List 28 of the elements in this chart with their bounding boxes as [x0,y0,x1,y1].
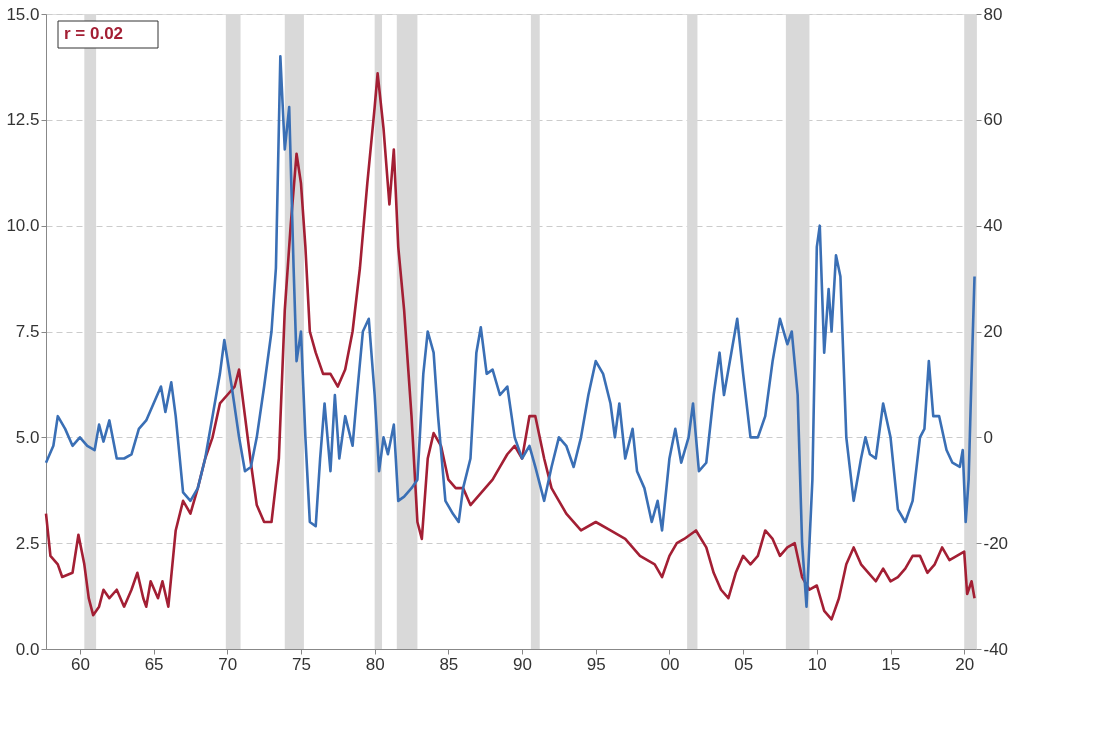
y-tick-label: 5.0 [15,427,40,447]
x-tick-label: 60 [70,654,90,674]
x-tick-label: 80 [365,654,385,674]
y-tick-label: 2.5 [15,533,40,553]
x-tick-label: 15 [881,654,901,674]
y2-tick-label: 20 [983,322,1003,341]
y-tick-label: 15.0 [6,4,40,24]
y2-tick-label: -40 [983,639,1009,659]
x-tick-label: 95 [586,654,606,674]
x-tick-label: 85 [439,654,459,674]
y-tick-label: 12.5 [6,110,40,130]
x-tick-label: 10 [807,654,827,674]
y-tick-label: 7.5 [15,322,40,341]
x-tick-label: 00 [660,654,680,674]
y2-tick-label: 80 [983,4,1003,24]
y2-tick-label: 60 [983,110,1003,130]
y-tick-label: 0.0 [15,639,40,659]
y2-tick-label: 40 [983,216,1003,236]
y2-tick-label: -20 [983,533,1009,553]
x-tick-label: 05 [734,654,754,674]
x-tick-label: 20 [955,654,975,674]
y2-tick-label: 0 [983,427,993,447]
x-tick-label: 75 [292,654,311,674]
y-tick-label: 10.0 [6,216,40,236]
x-tick-label: 90 [513,654,533,674]
x-tick-label: 70 [218,654,238,674]
x-tick-label: 65 [144,654,164,674]
annotation: r = 0.02 [64,24,124,43]
